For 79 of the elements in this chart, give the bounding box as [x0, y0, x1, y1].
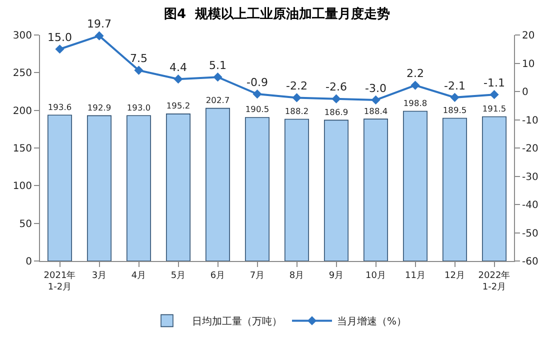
y-tick-label: 150 — [12, 144, 32, 154]
bar — [442, 118, 467, 261]
y-tick-label: 300 — [12, 30, 32, 42]
y2-tick-label: -40 — [522, 200, 538, 211]
y2-tick-label: -50 — [522, 228, 538, 240]
data-label: 202.7 — [206, 95, 230, 106]
y-tick-label: 50 — [19, 218, 32, 230]
point — [213, 72, 222, 82]
x-tick-label: 9月 — [328, 270, 344, 281]
bar — [403, 110, 428, 261]
bar — [482, 116, 506, 261]
y2-tick-label: 20 — [522, 30, 535, 42]
data-label: 192.9 — [87, 102, 112, 112]
data-label: -2.6 — [326, 80, 347, 94]
x-tick-label: 5月 — [170, 270, 186, 281]
y-tick-label: 250 — [12, 68, 32, 80]
bar — [206, 108, 230, 261]
data-label: 2.2 — [406, 67, 424, 80]
data-label: 19.7 — [87, 18, 112, 31]
data-label: 188.2 — [284, 106, 309, 116]
y2-tick-label: 10 — [522, 58, 535, 70]
chart-title: 图4 规模以上工业原油加工量月度走势 — [164, 6, 390, 22]
y2-tick-label: -60 — [522, 256, 538, 268]
bar — [324, 120, 348, 261]
bar — [126, 115, 151, 261]
data-label: -1.1 — [484, 76, 505, 90]
data-label: 4.4 — [170, 60, 187, 74]
data-label: 195.2 — [166, 100, 190, 111]
point — [252, 89, 262, 99]
data-label: 189.5 — [442, 104, 467, 115]
data-label: 186.9 — [324, 106, 348, 117]
data-label: 7.5 — [130, 52, 148, 66]
point — [490, 90, 499, 100]
data-label: 190.5 — [245, 104, 270, 114]
point — [371, 95, 380, 105]
x-tick-label: 3月 — [92, 270, 107, 281]
x-tick-label: 12月 — [444, 270, 465, 281]
y2-tick-label: 0 — [522, 87, 528, 98]
point — [292, 93, 302, 102]
data-label: -2.1 — [444, 79, 466, 92]
y2-tick-label: -30 — [522, 172, 538, 183]
y-tick-label: 0 — [26, 256, 32, 268]
data-label: 198.8 — [403, 98, 428, 108]
data-label: 5.1 — [209, 58, 226, 72]
data-label: 193.0 — [126, 102, 151, 112]
x-tick-label: 10月 — [366, 270, 386, 281]
data-label: -3.0 — [365, 82, 386, 95]
x-tick-label: 2021年 1-2月 — [44, 270, 76, 292]
data-label: 193.6 — [48, 102, 72, 112]
point — [450, 92, 460, 102]
y-tick-label: 100 — [12, 181, 32, 192]
bar — [48, 114, 72, 261]
bar — [87, 115, 112, 261]
point — [332, 94, 341, 104]
legend-label: 当月增速（%） — [337, 316, 407, 328]
x-tick-label: 2022年 1-2月 — [478, 270, 510, 292]
data-label: -0.9 — [246, 76, 268, 89]
point — [55, 44, 64, 54]
bar — [364, 118, 388, 261]
y2-tick-label: -20 — [522, 144, 538, 154]
y-tick-label: 200 — [12, 106, 32, 117]
x-tick-label: 8月 — [289, 270, 304, 281]
x-tick-label: 4月 — [131, 270, 146, 281]
point — [94, 31, 104, 40]
x-tick-label: 11月 — [405, 270, 426, 281]
point — [134, 66, 144, 75]
legend-label: 日均加工量（万吨） — [192, 316, 282, 328]
y2-tick-label: -10 — [522, 115, 538, 126]
data-label: 15.0 — [48, 31, 72, 44]
bar — [245, 117, 270, 261]
data-label: -2.2 — [286, 80, 308, 93]
point — [410, 80, 420, 90]
data-label: 191.5 — [482, 103, 506, 114]
bar — [284, 118, 309, 261]
point — [174, 74, 183, 84]
data-label: 188.4 — [364, 106, 388, 116]
x-tick-label: 6月 — [210, 270, 226, 281]
bar — [166, 114, 190, 261]
x-tick-label: 7月 — [250, 270, 265, 281]
